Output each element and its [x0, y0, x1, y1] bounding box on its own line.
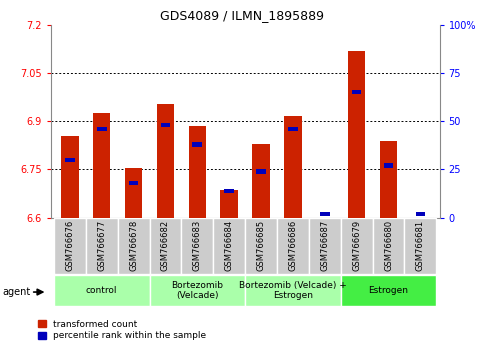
Bar — [404, 218, 436, 274]
Bar — [352, 90, 361, 95]
Bar — [61, 136, 79, 218]
Bar — [129, 181, 139, 185]
Text: Estrogen: Estrogen — [369, 286, 409, 295]
Text: GSM766679: GSM766679 — [352, 219, 361, 270]
Bar — [252, 144, 270, 218]
Bar — [150, 218, 182, 274]
Bar — [277, 218, 309, 274]
Bar — [341, 275, 436, 306]
Text: GSM766680: GSM766680 — [384, 219, 393, 270]
Bar — [54, 218, 86, 274]
Bar — [284, 116, 302, 218]
Bar — [320, 212, 329, 216]
Bar — [220, 190, 238, 218]
Text: GSM766684: GSM766684 — [225, 219, 234, 270]
Text: GSM766687: GSM766687 — [320, 219, 329, 271]
Bar — [97, 127, 107, 131]
Bar — [384, 164, 393, 168]
Bar — [54, 275, 150, 306]
Text: GSM766686: GSM766686 — [288, 219, 298, 271]
Bar — [245, 275, 341, 306]
Bar — [256, 169, 266, 173]
Bar — [150, 275, 245, 306]
Text: GSM766681: GSM766681 — [416, 219, 425, 270]
Bar — [288, 127, 298, 131]
Text: GSM766683: GSM766683 — [193, 219, 202, 271]
Bar — [372, 218, 404, 274]
Text: GSM766682: GSM766682 — [161, 219, 170, 270]
Bar — [415, 212, 425, 216]
Bar — [65, 158, 75, 162]
Bar — [156, 104, 174, 218]
Text: GSM766685: GSM766685 — [256, 219, 266, 270]
Text: agent: agent — [2, 287, 30, 297]
Bar — [118, 218, 150, 274]
Bar — [182, 218, 213, 274]
Bar — [341, 218, 372, 274]
Bar — [125, 168, 142, 218]
Bar — [245, 218, 277, 274]
Bar — [161, 123, 170, 127]
Bar — [193, 142, 202, 147]
Bar — [213, 218, 245, 274]
Bar — [380, 141, 398, 218]
Text: Bortezomib
(Velcade): Bortezomib (Velcade) — [171, 281, 223, 300]
Text: GSM766678: GSM766678 — [129, 219, 138, 271]
Text: Bortezomib (Velcade) +
Estrogen: Bortezomib (Velcade) + Estrogen — [239, 281, 347, 300]
Text: GDS4089 / ILMN_1895889: GDS4089 / ILMN_1895889 — [159, 9, 324, 22]
Bar — [348, 51, 366, 218]
Text: control: control — [86, 286, 117, 295]
Text: GSM766676: GSM766676 — [65, 219, 74, 271]
Bar — [309, 218, 341, 274]
Bar — [188, 126, 206, 218]
Text: GSM766677: GSM766677 — [97, 219, 106, 271]
Bar — [225, 189, 234, 193]
Bar — [86, 218, 118, 274]
Bar — [93, 113, 111, 218]
Legend: transformed count, percentile rank within the sample: transformed count, percentile rank withi… — [38, 320, 206, 340]
